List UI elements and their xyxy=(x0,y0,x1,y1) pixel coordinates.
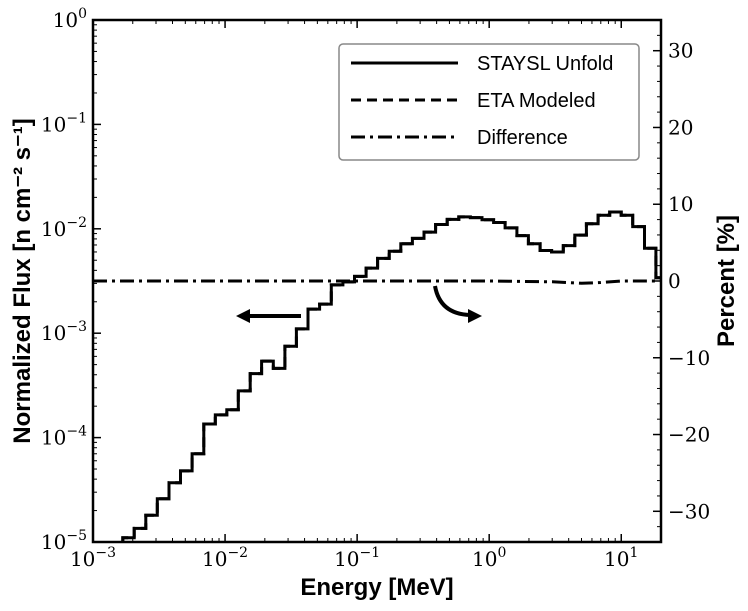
x-tick-label: 10−3 xyxy=(70,545,116,571)
y-tick-label: 100 xyxy=(53,6,87,32)
y-tick-label: 10−1 xyxy=(41,110,87,136)
y-axis-title: Normalized Flux [n cm⁻² s⁻¹] xyxy=(9,118,36,443)
plot-frame xyxy=(91,18,663,544)
y-tick-label: 10−4 xyxy=(41,424,87,450)
arrow-curved-shaft xyxy=(433,285,471,317)
x-axis-title: Energy [MeV] xyxy=(300,574,453,601)
x-tick-label: 100 xyxy=(472,545,506,571)
legend-label: STAYSL Unfold xyxy=(477,53,613,75)
y2-tick-label: 0 xyxy=(668,269,681,293)
arrow-left-head xyxy=(236,309,250,323)
label-layer: 10−3 10−2 10−1 100 10110−510−410−310−210−110… xyxy=(41,6,710,571)
series-line-difference xyxy=(93,279,661,285)
legend-box xyxy=(338,43,640,161)
y2-tick-label: −30 xyxy=(668,499,710,523)
y2-axis-title: Percent [%] xyxy=(713,215,740,347)
legend-layer: STAYSL Unfold ETA Modeled Difference xyxy=(338,43,640,161)
y-tick-label: 10−2 xyxy=(41,215,87,241)
y-tick-label: 10−3 xyxy=(41,319,87,345)
x-tick-label: 101 xyxy=(604,545,638,571)
y-tick-label: 10−5 xyxy=(41,528,87,554)
x-tick-label: 10−2 xyxy=(202,545,248,571)
legend-label: Difference xyxy=(477,127,568,149)
y2-tick-label: 10 xyxy=(668,192,693,216)
y2-tick-label: −20 xyxy=(668,423,710,447)
legend-label: ETA Modeled xyxy=(477,90,596,112)
series-line-eta-modeled xyxy=(121,210,661,542)
annotation-layer xyxy=(236,285,482,323)
y2-tick-label: −10 xyxy=(668,346,710,370)
x-tick-label: 10−1 xyxy=(334,545,380,571)
arrow-curved-head xyxy=(468,309,482,323)
series-line-staysl-unfold xyxy=(121,210,661,542)
y2-tick-label: 30 xyxy=(668,39,693,63)
series-layer xyxy=(93,210,661,542)
y2-tick-label: 20 xyxy=(668,115,693,139)
